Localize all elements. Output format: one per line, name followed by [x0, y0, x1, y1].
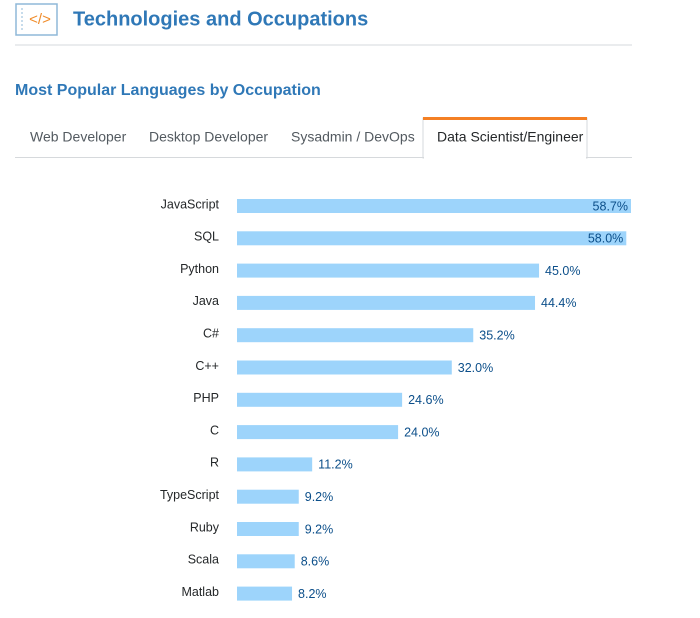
tab[interactable]: Sysadmin / DevOps [291, 129, 415, 145]
bar [237, 199, 631, 213]
value-label: 32.0% [458, 361, 493, 375]
category-label: PHP [193, 391, 219, 405]
value-label: 8.6% [301, 555, 330, 569]
active-tab-accent [423, 117, 587, 120]
category-label: C++ [195, 359, 219, 373]
value-label: 9.2% [305, 522, 334, 536]
category-label: Ruby [190, 520, 220, 534]
page-title: Technologies and Occupations [73, 8, 368, 30]
chart-title: Most Popular Languages by Occupation [15, 82, 321, 99]
bar [237, 522, 299, 536]
category-label: Scala [188, 553, 219, 567]
tab[interactable]: Data Scientist/Engineer [437, 129, 584, 145]
value-label: 58.0% [588, 232, 623, 246]
value-label: 58.7% [593, 199, 628, 213]
bar [237, 392, 403, 407]
value-label: 45.0% [545, 264, 580, 278]
bar [237, 457, 313, 472]
bar [237, 425, 399, 440]
bar [237, 263, 540, 278]
bar [237, 328, 474, 343]
active-tab-box [422, 117, 588, 159]
category-label: C [210, 423, 219, 437]
tab[interactable]: Web Developer [30, 129, 127, 145]
value-label: 24.6% [408, 393, 443, 407]
value-label: 8.2% [298, 587, 327, 601]
value-label: 11.2% [318, 458, 353, 472]
category-label: Java [193, 294, 219, 308]
bar [237, 295, 536, 310]
bar [237, 489, 299, 504]
bar [237, 231, 627, 246]
category-label: C# [203, 326, 219, 340]
value-label: 24.0% [404, 425, 439, 439]
category-label: R [210, 456, 219, 470]
header-icon: </> [15, 3, 58, 36]
category-label: TypeScript [160, 488, 220, 502]
category-label: Matlab [181, 585, 219, 599]
category-label: SQL [194, 230, 219, 244]
category-label: Python [180, 262, 219, 276]
bar [237, 554, 295, 569]
bar [237, 586, 293, 601]
bar [237, 360, 452, 375]
value-label: 9.2% [305, 490, 334, 504]
value-label: 44.4% [541, 296, 576, 310]
svg-text:</>: </> [29, 11, 51, 28]
value-label: 35.2% [479, 328, 514, 342]
category-label: JavaScript [161, 197, 220, 211]
tab[interactable]: Desktop Developer [149, 129, 268, 145]
